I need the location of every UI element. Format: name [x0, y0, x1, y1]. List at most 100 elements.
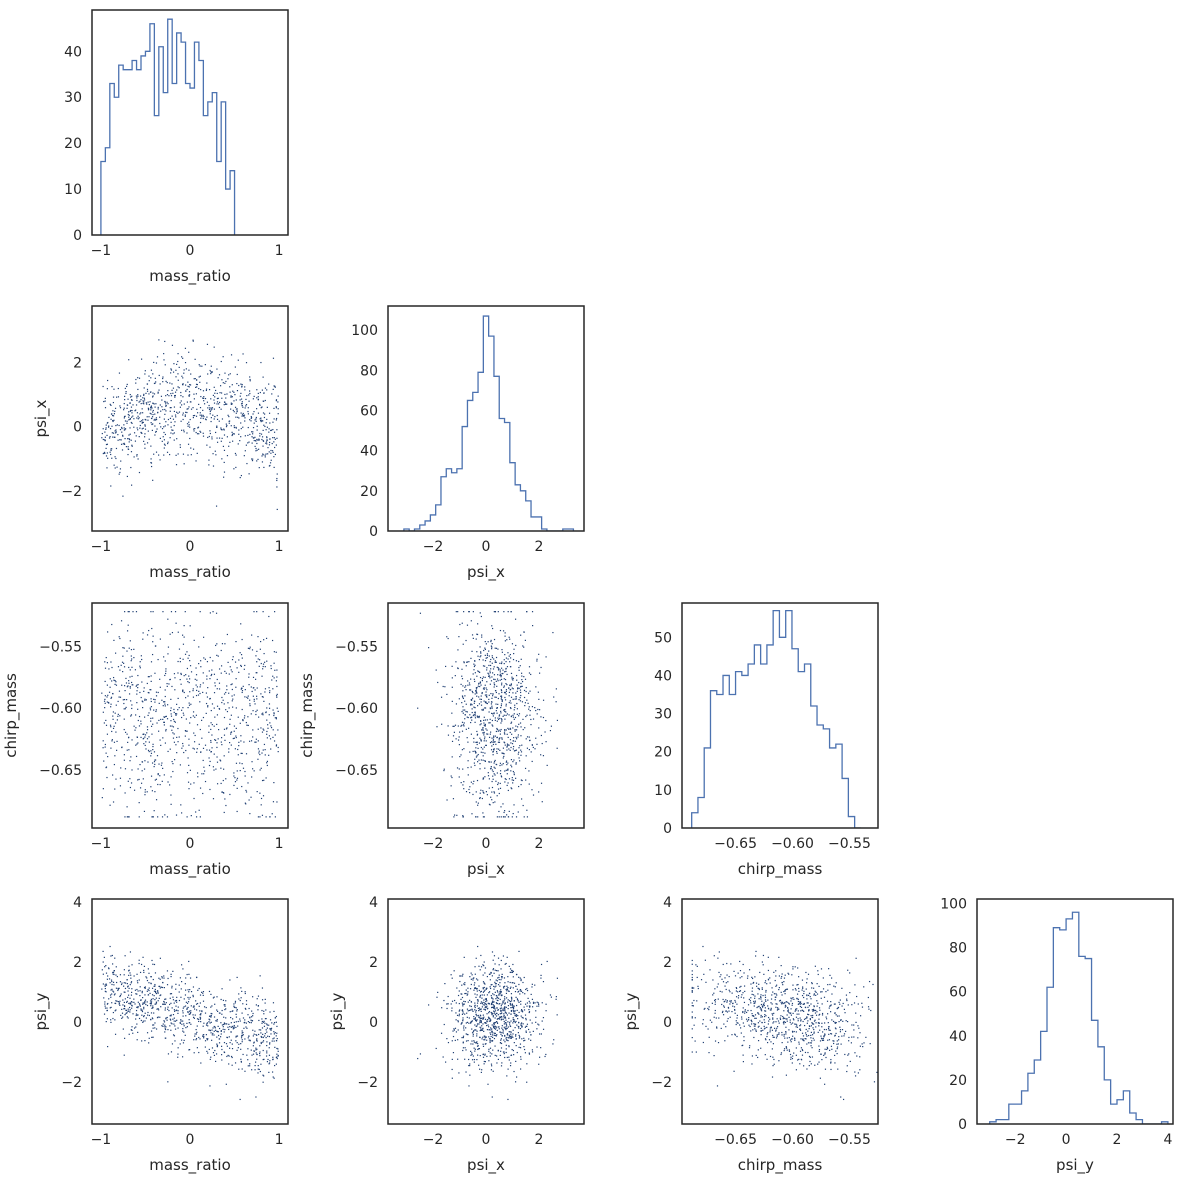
scatter-point: [111, 954, 113, 957]
scatter-point: [479, 656, 481, 658]
scatter-point: [115, 1009, 117, 1011]
scatter-point: [206, 661, 209, 663]
scatter-point: [520, 749, 522, 751]
scatter-point: [166, 381, 168, 384]
scatter-point: [556, 977, 559, 979]
scatter-point: [538, 672, 541, 674]
scatter-point: [493, 666, 495, 668]
scatter-point: [510, 1036, 512, 1038]
scatter-point: [507, 736, 509, 739]
scatter-point: [203, 657, 205, 659]
scatter-point: [488, 1017, 490, 1019]
scatter-point: [154, 418, 156, 420]
scatter-point: [446, 799, 448, 801]
scatter-point: [465, 703, 467, 705]
scatter-point: [148, 403, 150, 406]
scatter-point: [504, 691, 506, 694]
scatter-point: [244, 770, 246, 773]
scatter-point: [513, 759, 515, 761]
scatter-point: [473, 1061, 475, 1063]
scatter-point: [150, 720, 152, 722]
scatter-point: [159, 678, 161, 680]
scatter-point: [123, 702, 125, 705]
scatter-point: [518, 715, 520, 717]
scatter-point: [276, 707, 278, 709]
scatter-point: [516, 988, 518, 990]
scatter-point: [530, 993, 532, 996]
scatter-point: [103, 722, 105, 724]
scatter-point: [476, 716, 479, 718]
scatter-point: [508, 691, 511, 694]
scatter-point: [154, 413, 156, 415]
scatter-point: [474, 1006, 476, 1009]
scatter-point: [276, 1047, 278, 1050]
scatter-point: [186, 1008, 188, 1010]
scatter-point: [117, 700, 119, 703]
scatter-point: [259, 404, 261, 406]
scatter-point: [202, 672, 204, 674]
scatter-point: [150, 982, 152, 984]
scatter-point: [531, 1051, 534, 1053]
scatter-point: [153, 403, 155, 405]
scatter-point: [242, 685, 244, 687]
scatter-point: [234, 366, 236, 368]
scatter-point: [546, 764, 548, 767]
scatter-point: [463, 788, 465, 790]
scatter-point: [469, 999, 471, 1001]
scatter-point: [166, 970, 169, 972]
scatter-point: [234, 1062, 237, 1064]
scatter-point: [499, 1007, 501, 1009]
scatter-point: [169, 410, 171, 412]
scatter-point: [259, 769, 261, 771]
scatter-point: [528, 770, 530, 772]
scatter-point: [182, 742, 184, 745]
scatter-point: [484, 1036, 486, 1038]
scatter-point: [524, 767, 527, 770]
scatter-point: [139, 420, 141, 423]
scatter-point: [169, 382, 171, 384]
scatter-point: [189, 384, 191, 386]
scatter-point: [520, 694, 522, 697]
scatter-point: [489, 1018, 491, 1020]
scatter-point: [260, 417, 262, 419]
scatter-point: [196, 679, 198, 681]
scatter-point: [182, 1007, 184, 1009]
scatter-point: [167, 781, 169, 783]
scatter-point: [489, 1038, 492, 1040]
scatter-point: [493, 972, 495, 974]
scatter-point: [465, 1040, 468, 1042]
scatter-point: [101, 692, 103, 694]
scatter-point: [255, 1052, 257, 1054]
scatter-point: [193, 782, 195, 784]
scatter-point: [512, 1029, 514, 1031]
scatter-point: [253, 1050, 255, 1052]
scatter-point: [500, 959, 502, 962]
scatter-point: [215, 454, 217, 456]
scatter-point: [149, 707, 151, 709]
scatter-point: [127, 780, 129, 782]
scatter-point: [477, 623, 479, 625]
scatter-point: [198, 376, 200, 378]
scatter-point: [170, 368, 172, 370]
scatter-point: [170, 707, 172, 709]
scatter-point: [220, 360, 222, 363]
scatter-point: [491, 745, 493, 747]
scatter-point: [142, 412, 144, 414]
scatter-point: [266, 406, 268, 408]
scatter-point: [489, 664, 492, 667]
scatter-point: [214, 1026, 216, 1028]
scatter-point: [454, 1027, 457, 1029]
scatter-point: [258, 752, 260, 754]
scatter-point: [488, 675, 490, 677]
scatter-point: [496, 1034, 498, 1036]
scatter-point: [124, 420, 127, 422]
scatter-point: [177, 1047, 179, 1049]
scatter-point: [224, 739, 226, 741]
scatter-point: [479, 682, 482, 684]
scatter-point: [462, 1003, 464, 1006]
scatter-point: [266, 436, 268, 438]
scatter-point: [273, 385, 275, 387]
scatter-point: [149, 689, 151, 691]
scatter-point: [500, 1038, 502, 1040]
